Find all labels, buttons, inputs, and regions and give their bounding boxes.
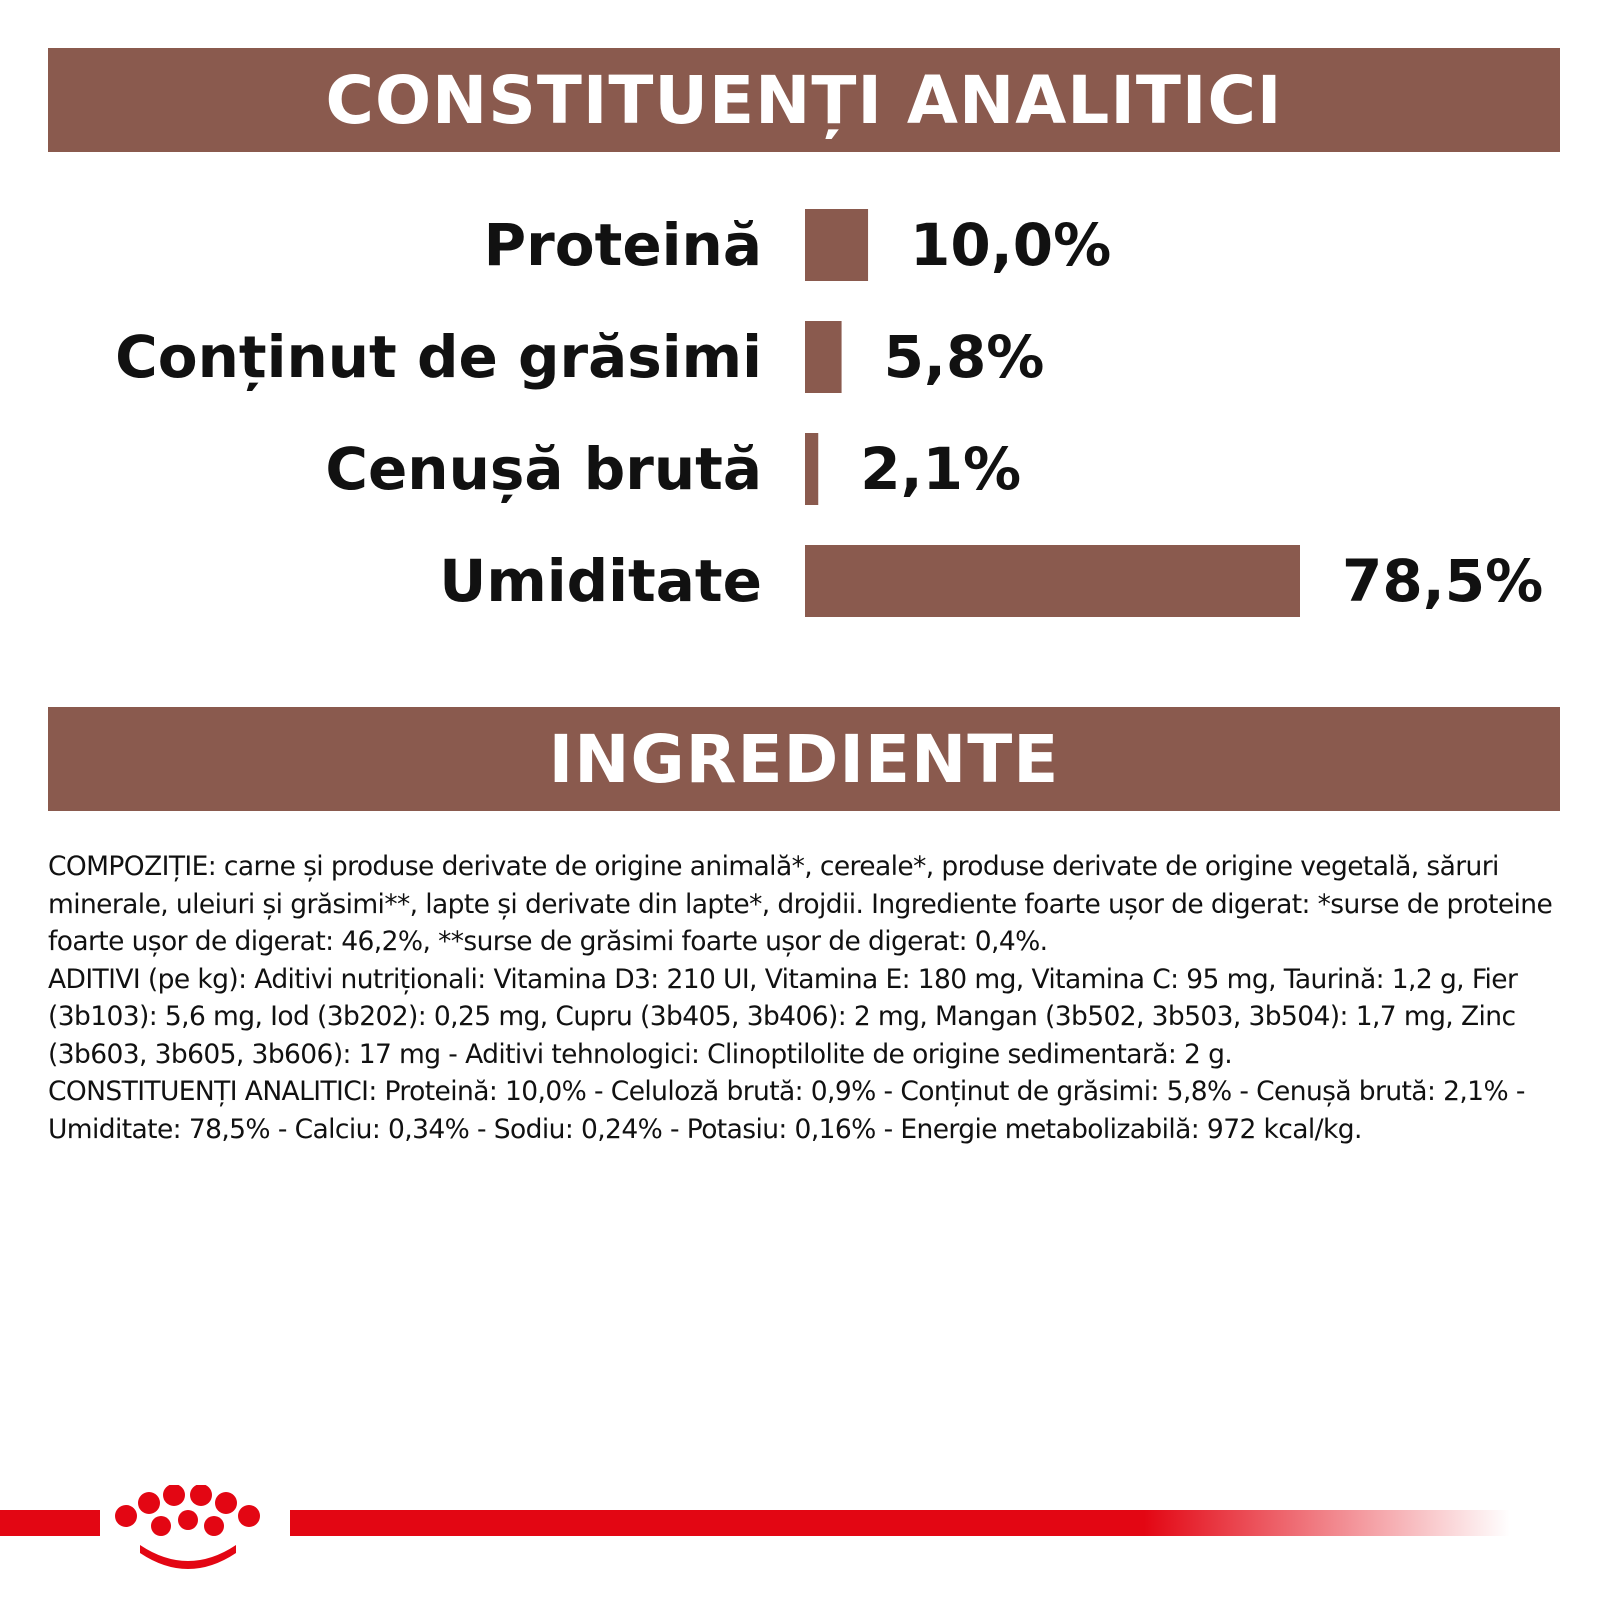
analytic-constituents-title: CONSTITUENȚI ANALITICI xyxy=(325,61,1283,139)
bar xyxy=(805,209,869,281)
bar xyxy=(805,433,819,505)
category-label: Conținut de grăsimi xyxy=(115,323,762,391)
ingredients-text: COMPOZIȚIE: carne și produse derivate de… xyxy=(48,851,1553,1145)
ingredients-header: INGREDIENTE xyxy=(48,707,1560,811)
bar xyxy=(805,545,1300,617)
category-label: Umiditate xyxy=(439,547,762,615)
analytic-constituents-header: CONSTITUENȚI ANALITICI xyxy=(48,48,1560,152)
brand-line-right xyxy=(290,1510,1510,1536)
brand-band xyxy=(0,1485,1510,1569)
value-label: 78,5% xyxy=(1342,547,1543,615)
ingredients-title: INGREDIENTE xyxy=(548,720,1060,798)
brand-line-left xyxy=(0,1510,100,1536)
category-label: Cenușă brută xyxy=(325,435,762,503)
royal-canin-crown-icon xyxy=(115,1485,260,1569)
bar xyxy=(805,321,842,393)
value-label: 2,1% xyxy=(860,435,1021,503)
analytic-constituents-chart: Proteină 10,0% Conținut de grăsimi 5,8% Cenu… xyxy=(115,209,1543,617)
value-label: 5,8% xyxy=(884,323,1045,391)
value-label: 10,0% xyxy=(910,211,1111,279)
category-label: Proteină xyxy=(484,211,762,279)
